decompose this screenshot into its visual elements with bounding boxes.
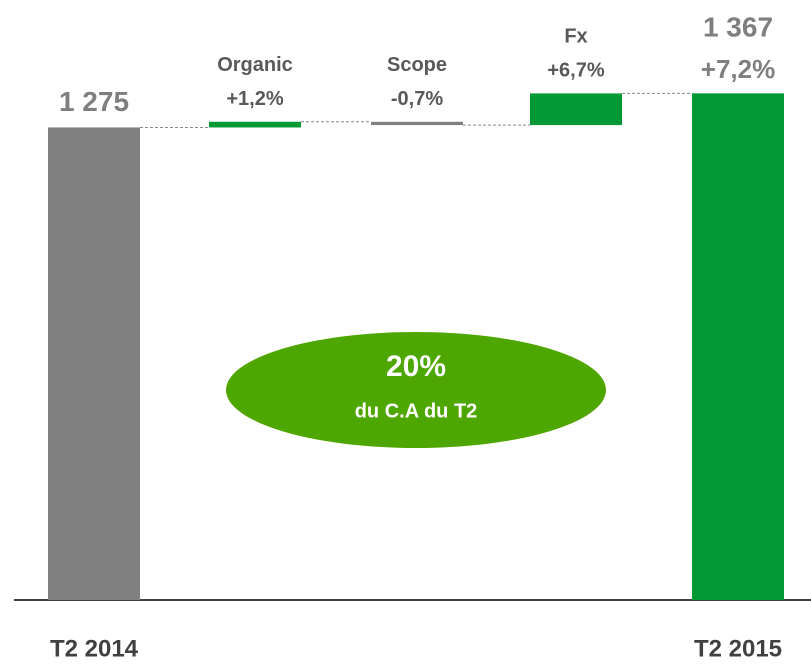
annotation-value: 20% [386,350,446,383]
bar [692,93,784,600]
x-tick-label: T2 2015 [694,635,782,662]
bar [530,93,622,126]
annotation-text: du C.A du T2 [355,400,478,422]
category-label: Scope [387,54,447,76]
category-label: Organic [217,54,293,76]
value-label: 1 367 [703,12,773,43]
annotation-ellipse [226,332,606,448]
percent-label: -0,7% [391,88,443,110]
bar [48,127,140,600]
percent-label: +7,2% [701,54,775,84]
percent-label: +6,7% [547,60,604,82]
bar [371,121,463,126]
value-label: 1 275 [59,86,129,117]
bar [209,121,301,128]
category-label: Fx [564,26,587,48]
percent-label: +1,2% [226,88,283,110]
x-tick-label: T2 2014 [50,635,139,662]
